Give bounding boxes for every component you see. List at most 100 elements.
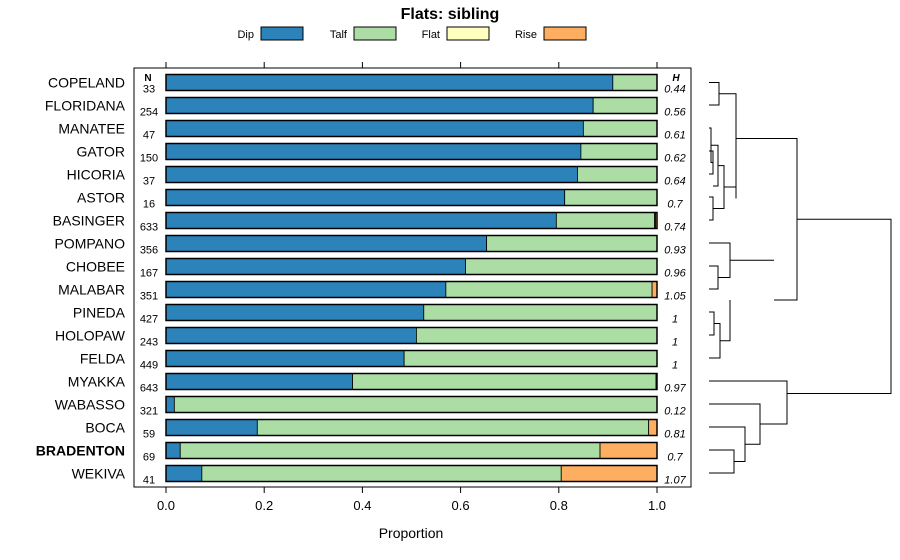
n-value: 33 [143, 84, 155, 96]
dendrogram-branch [719, 93, 737, 199]
chart-title: Flats: sibling [401, 6, 500, 23]
x-tick-label: 0.8 [550, 498, 568, 513]
bar-outline [165, 418, 658, 437]
dendrogram-branch [709, 196, 714, 221]
bar-segment-dip [165, 350, 405, 367]
n-value: 356 [140, 245, 158, 257]
x-tick-label: 1.0 [648, 498, 666, 513]
legend-label-flat: Flat [422, 29, 440, 41]
bar-segment-talf [465, 258, 658, 275]
bar-segment-dip [165, 281, 447, 298]
row-label: BOCA [85, 420, 125, 436]
bar-rows: COPELAND 33 0.44 FLORIDANA 254 0.56 MANATEE 47 0… [36, 73, 687, 487]
n-value: 633 [140, 222, 158, 234]
bar-outline [165, 165, 658, 184]
n-value: 41 [143, 475, 155, 487]
bar-segment-dip [165, 143, 582, 160]
x-tick-label: 0.4 [353, 498, 371, 513]
row-label: HICORIA [67, 167, 126, 183]
legend-swatch-rise [543, 26, 587, 41]
n-value: 47 [143, 130, 155, 142]
column-header-h: H [672, 73, 680, 84]
legend-label-dip: Dip [237, 29, 254, 41]
h-value: 0.12 [664, 406, 685, 418]
dendrogram-branch [709, 449, 735, 474]
dendrogram [709, 82, 892, 474]
h-value: 0.93 [664, 245, 686, 257]
bar-segment-talf [582, 120, 658, 137]
bar-row-felda: FELDA 449 1 [80, 349, 678, 372]
bar-segment-talf [352, 373, 657, 390]
n-value: 59 [143, 429, 155, 441]
bar-row-wekiva: WEKIVA 41 1.07 [72, 464, 687, 487]
legend-swatch-dip [260, 26, 304, 41]
plot-frame [133, 67, 692, 488]
dendrogram-branch [736, 138, 798, 301]
n-value: 643 [140, 383, 158, 395]
bar-segment-dip [165, 396, 175, 413]
bar-row-boca: BOCA 59 0.81 [85, 418, 686, 441]
bar-outline [165, 96, 658, 115]
bar-segment-talf [486, 235, 658, 252]
h-value: 0.64 [664, 176, 685, 188]
row-label: HOLOPAW [55, 328, 126, 344]
legend-label-rise: Rise [515, 29, 537, 41]
h-value: 0.7 [667, 199, 683, 211]
bar-outline [165, 464, 658, 483]
bar-outline [165, 372, 658, 391]
row-label: BRADENTON [36, 443, 125, 459]
bar-outline [165, 73, 658, 92]
n-value: 37 [143, 176, 155, 188]
bar-row-basinger: BASINGER 633 0.74 [53, 211, 686, 234]
n-value: 16 [143, 199, 155, 211]
legend: Dip Talf Flat Rise [237, 26, 587, 41]
dendrogram-branch [709, 265, 719, 290]
h-value: 0.44 [664, 84, 685, 96]
bar-outline [165, 441, 658, 460]
bar-segment-talf [445, 281, 653, 298]
bar-segment-talf [612, 74, 658, 91]
bar-outline [165, 257, 658, 276]
h-value: 0.7 [667, 452, 683, 464]
bar-segment-talf [577, 166, 658, 183]
h-value: 0.97 [664, 383, 686, 395]
bar-row-floridana: FLORIDANA 254 0.56 [45, 96, 687, 119]
bar-segment-dip [165, 327, 417, 344]
bar-row-hicoria: HICORIA 37 0.64 [67, 165, 686, 188]
dendrogram-branch [709, 403, 761, 445]
n-value: 167 [140, 268, 158, 280]
bar-segment-rise [599, 442, 658, 459]
bar-segment-dip [165, 442, 181, 459]
bar-row-copeland: COPELAND 33 0.44 [48, 73, 686, 96]
n-value: 69 [143, 452, 155, 464]
bar-outline [165, 211, 658, 230]
bar-outline [165, 349, 658, 368]
dendrogram-branch [720, 300, 731, 342]
bar-segment-talf [256, 419, 650, 436]
bar-segment-talf [403, 350, 658, 367]
bar-row-pineda: PINEDA 427 1 [73, 303, 678, 326]
row-label: GATOR [77, 144, 126, 160]
legend-swatch-flat [446, 26, 490, 41]
row-label: WABASSO [55, 397, 125, 413]
bar-outline [165, 280, 658, 299]
row-label: MYAKKA [68, 374, 126, 390]
h-value: 1 [672, 360, 678, 372]
row-label: FELDA [80, 351, 126, 367]
row-label: MANATEE [58, 121, 125, 137]
bar-row-astor: ASTOR 16 0.7 [77, 188, 684, 211]
bar-segment-dip [165, 465, 203, 482]
bar-row-malabar: MALABAR 351 1.05 [58, 280, 687, 303]
n-value: 254 [140, 107, 158, 119]
dendrogram-branch [709, 426, 746, 462]
h-value: 0.62 [664, 153, 685, 165]
row-label: COPELAND [48, 75, 125, 91]
x-axis: 0.0 0.2 0.4 0.6 0.8 1.0 [157, 62, 666, 513]
bar-segment-talf [555, 212, 655, 229]
h-value: 1 [672, 314, 678, 326]
bar-outline [165, 142, 658, 161]
row-label: MALABAR [58, 282, 125, 298]
bar-outline [165, 188, 658, 207]
bar-segment-talf [179, 442, 601, 459]
